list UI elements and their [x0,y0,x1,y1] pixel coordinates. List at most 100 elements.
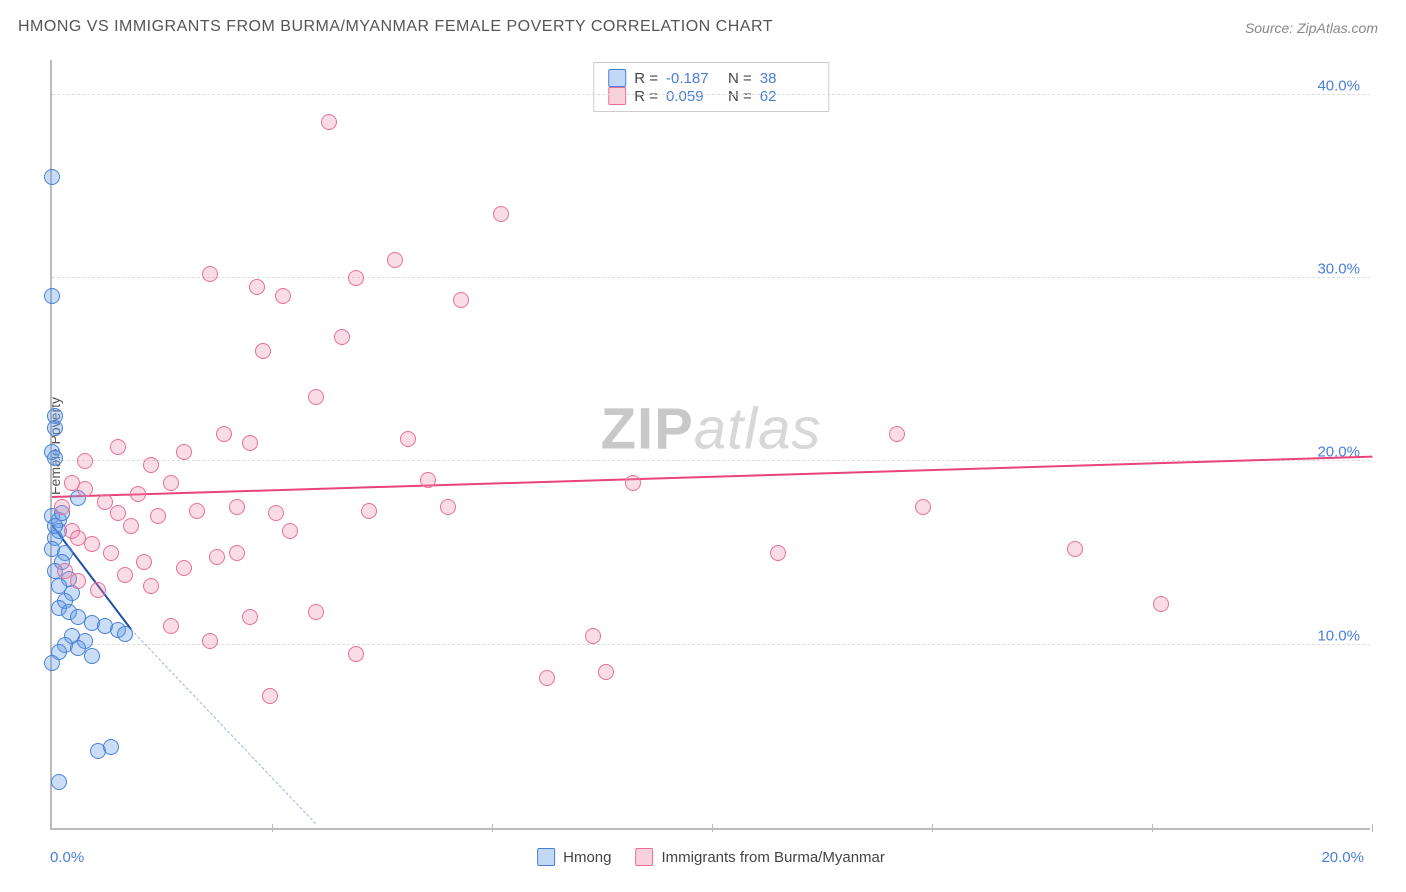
watermark: ZIPatlas [601,395,822,462]
legend-item-burma: Immigrants from Burma/Myanmar [635,848,884,866]
n-label: N = [728,88,752,105]
x-tick-label-min: 0.0% [50,849,84,866]
n-label: N = [728,70,752,87]
scatter-point [348,646,364,662]
n-value-hmong: 38 [760,70,814,87]
scatter-point [598,664,614,680]
scatter-point [136,554,152,570]
series-legend: Hmong Immigrants from Burma/Myanmar [537,848,885,866]
scatter-point [44,169,60,185]
n-value-burma: 62 [760,88,814,105]
scatter-point [150,508,166,524]
x-tick [1152,824,1153,832]
legend-row-hmong: R = -0.187 N = 38 [608,69,814,87]
scatter-point [308,389,324,405]
legend-label-hmong: Hmong [563,849,611,866]
legend-item-hmong: Hmong [537,848,611,866]
scatter-point [163,618,179,634]
scatter-point [202,633,218,649]
scatter-point [275,288,291,304]
scatter-point [229,499,245,515]
trend-line [131,629,317,824]
r-value-hmong: -0.187 [666,70,720,87]
scatter-point [420,472,436,488]
y-tick-label: 30.0% [1317,261,1360,278]
scatter-point [163,475,179,491]
scatter-point [47,450,63,466]
scatter-point [176,560,192,576]
scatter-point [282,523,298,539]
watermark-zip: ZIP [601,396,694,461]
scatter-point [143,578,159,594]
scatter-point [202,266,218,282]
scatter-point [1067,541,1083,557]
scatter-point [47,420,63,436]
scatter-point [130,486,146,502]
scatter-point [77,453,93,469]
scatter-point [308,604,324,620]
scatter-point [176,444,192,460]
scatter-point [103,739,119,755]
scatter-point [117,626,133,642]
scatter-point [51,774,67,790]
scatter-point [70,530,86,546]
scatter-point [229,545,245,561]
scatter-point [268,505,284,521]
r-label: R = [634,70,658,87]
scatter-point [625,475,641,491]
r-value-burma: 0.059 [666,88,720,105]
x-tick [272,824,273,832]
scatter-point [90,582,106,598]
swatch-pink-icon [608,87,626,105]
scatter-point [440,499,456,515]
scatter-point [143,457,159,473]
x-tick [1372,824,1373,832]
scatter-point [189,503,205,519]
scatter-point [889,426,905,442]
scatter-point [242,435,258,451]
scatter-point [255,343,271,359]
legend-label-burma: Immigrants from Burma/Myanmar [661,849,884,866]
x-tick-label-max: 20.0% [1321,849,1364,866]
scatter-point [915,499,931,515]
scatter-point [1153,596,1169,612]
scatter-point [209,549,225,565]
swatch-blue-icon [537,848,555,866]
scatter-point [334,329,350,345]
trend-line [52,456,1372,498]
scatter-point [539,670,555,686]
scatter-point [44,288,60,304]
chart-title: HMONG VS IMMIGRANTS FROM BURMA/MYANMAR F… [18,18,773,36]
x-tick [932,824,933,832]
scatter-point [493,206,509,222]
scatter-plot: ZIPatlas R = -0.187 N = 38 R = 0.059 N =… [50,60,1370,830]
gridline-h [52,94,1370,95]
x-tick [492,824,493,832]
legend-row-burma: R = 0.059 N = 62 [608,87,814,105]
swatch-pink-icon [635,848,653,866]
gridline-h [52,644,1370,645]
scatter-point [321,114,337,130]
scatter-point [387,252,403,268]
watermark-atlas: atlas [694,396,822,461]
scatter-point [453,292,469,308]
scatter-point [44,655,60,671]
gridline-h [52,277,1370,278]
scatter-point [770,545,786,561]
scatter-point [84,648,100,664]
scatter-point [123,518,139,534]
scatter-point [262,688,278,704]
scatter-point [70,573,86,589]
r-label: R = [634,88,658,105]
scatter-point [117,567,133,583]
scatter-point [585,628,601,644]
scatter-point [242,609,258,625]
scatter-point [348,270,364,286]
swatch-blue-icon [608,69,626,87]
scatter-point [64,475,80,491]
scatter-point [110,505,126,521]
correlation-legend: R = -0.187 N = 38 R = 0.059 N = 62 [593,62,829,112]
scatter-point [110,439,126,455]
scatter-point [54,499,70,515]
scatter-point [249,279,265,295]
